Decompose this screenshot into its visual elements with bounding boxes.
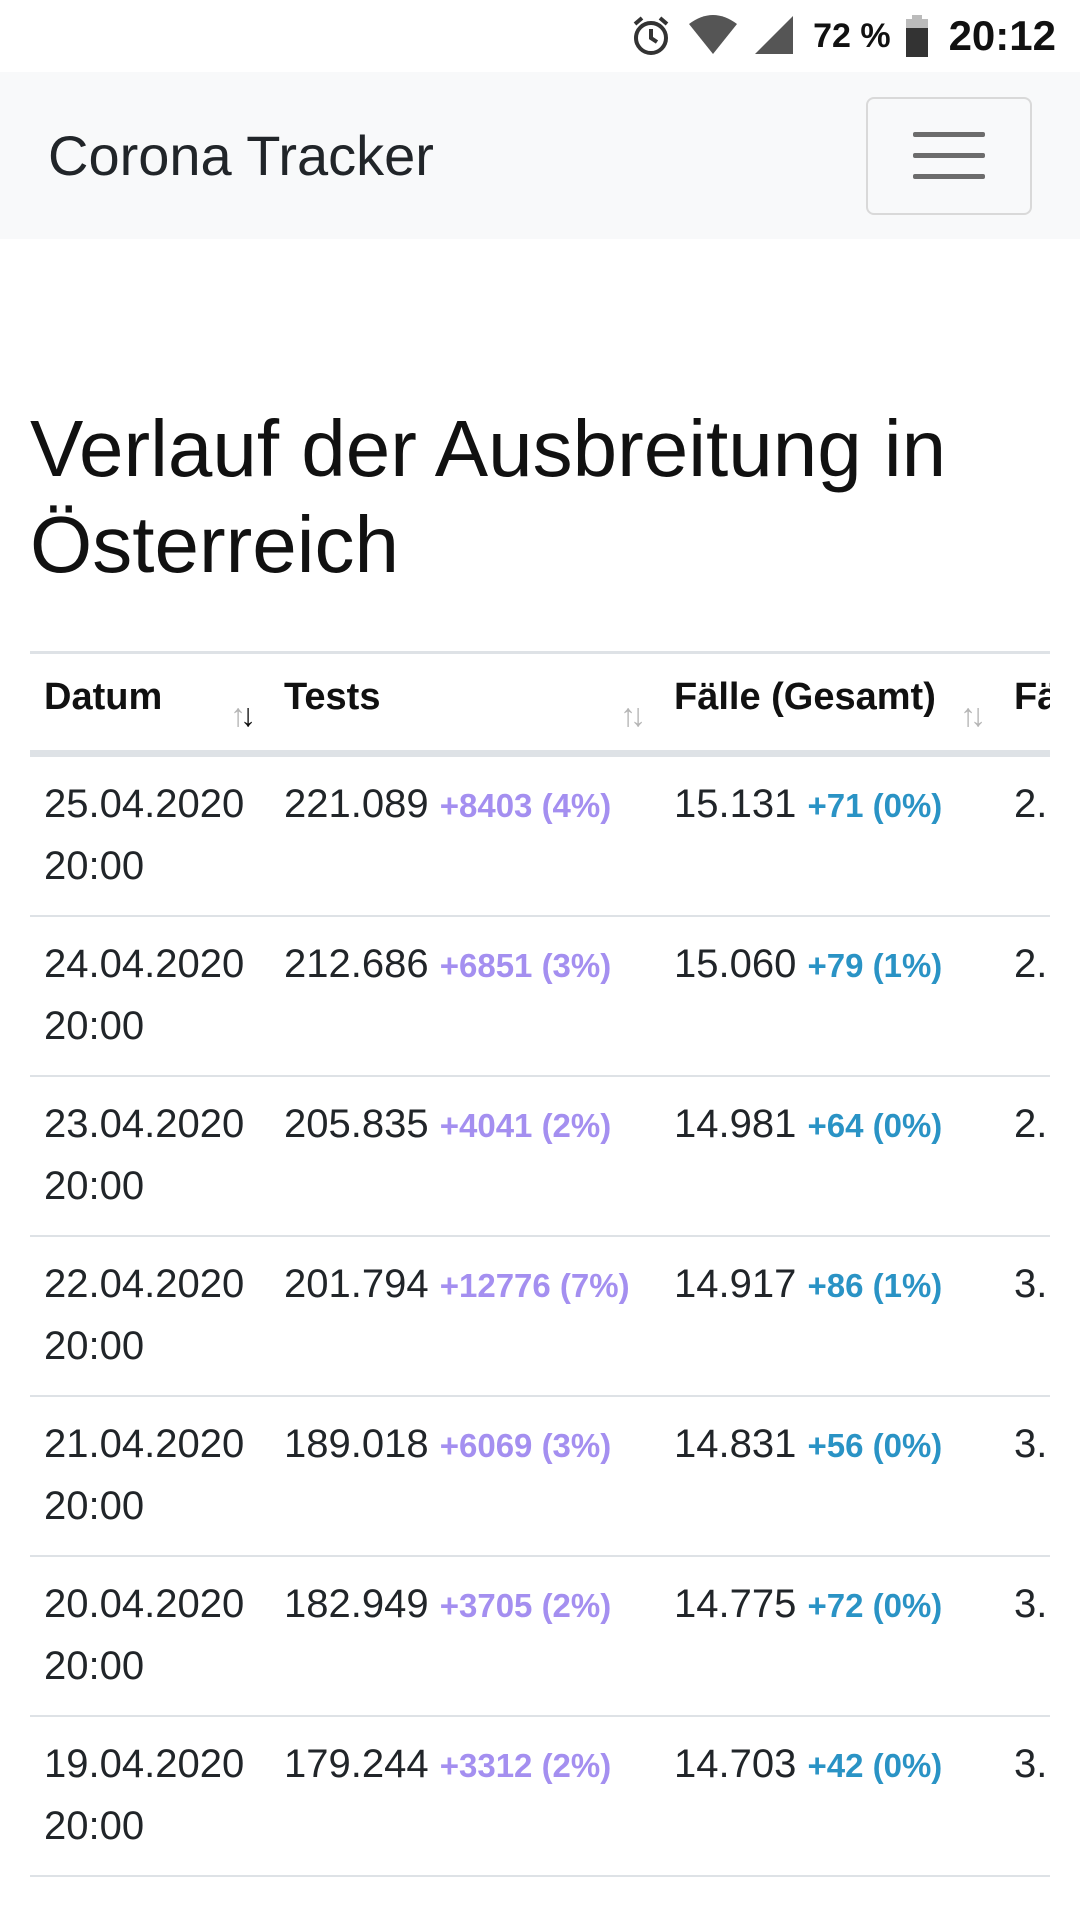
tests-delta: +3705 (2%) [439,1587,612,1624]
menu-toggle-button[interactable] [866,96,1032,215]
tests-value: 201.794 [284,1262,429,1306]
cell-date: 22.04.2020 20:00 [30,1236,270,1397]
cases-value: 14.981 [674,1102,797,1146]
cell-tests: 205.835 +4041 (2%) [270,1076,660,1237]
cases-delta: +71 (0%) [807,787,943,824]
tests-delta: +4041 (2%) [439,1107,612,1144]
cell-cases: 14.831 +56 (0%) [660,1396,1000,1557]
cases-value: 14.775 [674,1582,797,1626]
tests-delta: +8403 (4%) [439,787,612,824]
tests-delta: +6069 (3%) [439,1427,612,1464]
cell-date: 20.04.2020 20:00 [30,1556,270,1717]
cell-cases: 15.060 +79 (1%) [660,916,1000,1077]
tests-value: 189.018 [284,1422,429,1466]
cell-tests: 182.949 +3705 (2%) [270,1556,660,1717]
table-header-row: ↑↓ Datum ↑↓ Tests ↑↓ Fälle (Gesamt) Fä [30,651,1050,757]
cell-next: 2. [1000,753,1050,917]
cell-cases: 14.981 +64 (0%) [660,1076,1000,1237]
cases-value: 15.131 [674,782,797,826]
cell-next: 3. [1000,1556,1050,1717]
brand-link[interactable]: Corona Tracker [48,124,434,187]
cell-tests: 179.244 +3312 (2%) [270,1716,660,1877]
cell-next: 2. [1000,1076,1050,1237]
cell-tests: 189.018 +6069 (3%) [270,1396,660,1557]
cases-delta: +42 (0%) [807,1747,943,1784]
battery-percent: 72 % [813,16,891,55]
tests-value: 182.949 [284,1582,429,1626]
tests-value: 179.244 [284,1742,429,1786]
table-row: 25.04.2020 20:00 221.089 +8403 (4%) 15.131… [30,753,1050,917]
cases-delta: +56 (0%) [807,1427,943,1464]
history-table: ↑↓ Datum ↑↓ Tests ↑↓ Fälle (Gesamt) Fä [30,651,1050,1877]
column-header-date[interactable]: ↑↓ Datum [30,651,270,757]
tests-value: 205.835 [284,1102,429,1146]
cases-value: 14.831 [674,1422,797,1466]
sort-desc-icon: ↑↓ [230,697,256,733]
column-header-tests[interactable]: ↑↓ Tests [270,651,660,757]
status-bar: 72 % 20:12 [0,0,1080,72]
table-row: 23.04.2020 20:00 205.835 +4041 (2%) 14.981… [30,1076,1050,1237]
cell-next: 3. [1000,1236,1050,1397]
cases-delta: +79 (1%) [807,947,943,984]
cell-cases: 14.775 +72 (0%) [660,1556,1000,1717]
cases-delta: +64 (0%) [807,1107,943,1144]
cell-next: 3. [1000,1716,1050,1877]
cell-date: 19.04.2020 20:00 [30,1716,270,1877]
cell-tests: 221.089 +8403 (4%) [270,753,660,917]
page-title: Verlauf der Ausbreitung in Österreich [30,404,947,589]
cell-cases: 14.703 +42 (0%) [660,1716,1000,1877]
cell-date: 25.04.2020 20:00 [30,753,270,917]
sort-icon: ↑↓ [620,697,646,733]
cell-next: 2. [1000,916,1050,1077]
column-header-cases[interactable]: ↑↓ Fälle (Gesamt) [660,651,1000,757]
cell-date: 23.04.2020 20:00 [30,1076,270,1237]
tests-delta: +12776 (7%) [439,1267,630,1304]
cases-value: 15.060 [674,942,797,986]
column-header-next[interactable]: Fä [1000,651,1050,757]
table-row: 21.04.2020 20:00 189.018 +6069 (3%) 14.831… [30,1396,1050,1557]
cell-cases: 15.131 +71 (0%) [660,753,1000,917]
table-row: 19.04.2020 20:00 179.244 +3312 (2%) 14.703… [30,1716,1050,1877]
battery-icon [905,14,929,58]
cases-value: 14.703 [674,1742,797,1786]
sort-icon: ↑↓ [960,697,986,733]
tests-value: 221.089 [284,782,429,826]
cell-signal-icon [753,14,795,58]
cell-tests: 201.794 +12776 (7%) [270,1236,660,1397]
main-content: Verlauf der Ausbreitung in Österreich ↑↓… [0,401,1080,1877]
hamburger-icon [913,132,985,137]
cell-date: 24.04.2020 20:00 [30,916,270,1077]
tests-value: 212.686 [284,942,429,986]
table-scroll-container[interactable]: ↑↓ Datum ↑↓ Tests ↑↓ Fälle (Gesamt) Fä [30,651,1050,1877]
table-row: 24.04.2020 20:00 212.686 +6851 (3%) 15.060… [30,916,1050,1077]
tests-delta: +6851 (3%) [439,947,612,984]
table-row: 22.04.2020 20:00 201.794 +12776 (7%) 14.91… [30,1236,1050,1397]
cell-cases: 14.917 +86 (1%) [660,1236,1000,1397]
clock: 20:12 [948,12,1056,59]
cases-value: 14.917 [674,1262,797,1306]
wifi-icon [687,14,739,58]
alarm-icon [629,14,673,58]
cell-date: 21.04.2020 20:00 [30,1396,270,1557]
navbar: Corona Tracker [0,72,1080,239]
tests-delta: +3312 (2%) [439,1747,612,1784]
table-row: 20.04.2020 20:00 182.949 +3705 (2%) 14.775… [30,1556,1050,1717]
cell-tests: 212.686 +6851 (3%) [270,916,660,1077]
cases-delta: +72 (0%) [807,1587,943,1624]
cell-next: 3. [1000,1396,1050,1557]
cases-delta: +86 (1%) [807,1267,943,1304]
